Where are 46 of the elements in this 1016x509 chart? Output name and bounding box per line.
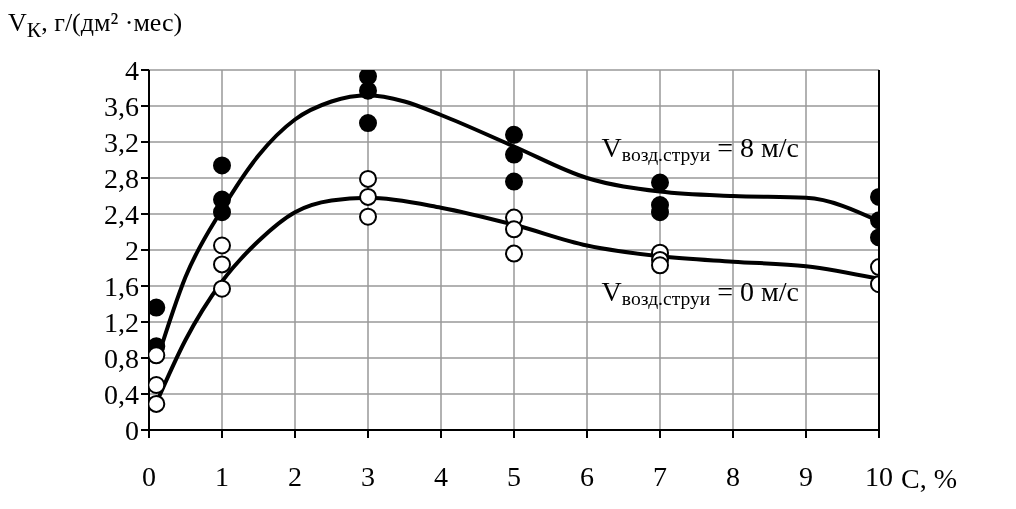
- point: [359, 114, 377, 133]
- annotation: V$_{возд.струи}$ = 8 м/с: [601, 132, 800, 165]
- point: [149, 298, 166, 317]
- point: [359, 70, 377, 86]
- x-tick-label: 4: [434, 460, 448, 492]
- point: [359, 207, 377, 226]
- point: [213, 203, 231, 222]
- point: [149, 394, 166, 413]
- point: [359, 81, 377, 100]
- x-tick-label: 7: [653, 460, 667, 492]
- x-tick-label: 3: [361, 460, 375, 492]
- point: [505, 125, 523, 144]
- point: [651, 256, 669, 275]
- y-tick-label: 0,4: [104, 378, 139, 410]
- y-tick-label: 2,8: [104, 162, 139, 194]
- y-tick-label: 3,2: [104, 126, 139, 158]
- y-tick-label: 0,8: [104, 342, 139, 374]
- y-tick-label: 3,6: [104, 90, 139, 122]
- point: [213, 156, 231, 175]
- point: [651, 173, 669, 192]
- annotation: V$_{возд.струи}$ = 0 м/с: [601, 276, 800, 309]
- x-tick-label: 6: [580, 460, 594, 492]
- x-tick-label: 1: [215, 460, 229, 492]
- x-tick-label: 9: [799, 460, 813, 492]
- y-tick-label: 2,4: [104, 198, 139, 230]
- point: [505, 172, 523, 191]
- point: [213, 279, 231, 298]
- point: [359, 187, 377, 206]
- y-axis-title: V$_{К}$, г/(дм² ·мес): [8, 8, 183, 44]
- y-tick-label: 4: [125, 54, 139, 86]
- point: [149, 346, 166, 365]
- x-axis-title: C, %: [901, 463, 957, 495]
- y-tick-label: 1,2: [104, 306, 139, 338]
- y-tick-label: 0: [125, 414, 139, 446]
- point: [213, 236, 231, 255]
- x-tick-label: 2: [288, 460, 302, 492]
- point: [505, 145, 523, 164]
- y-tick-label: 2: [125, 234, 139, 266]
- point: [505, 220, 523, 239]
- x-tick-label: 8: [726, 460, 740, 492]
- point: [505, 244, 523, 263]
- point: [359, 169, 377, 188]
- point: [213, 255, 231, 274]
- x-tick-label: 10: [865, 460, 893, 492]
- y-tick-label: 1,6: [104, 270, 139, 302]
- x-tick-label: 5: [507, 460, 521, 492]
